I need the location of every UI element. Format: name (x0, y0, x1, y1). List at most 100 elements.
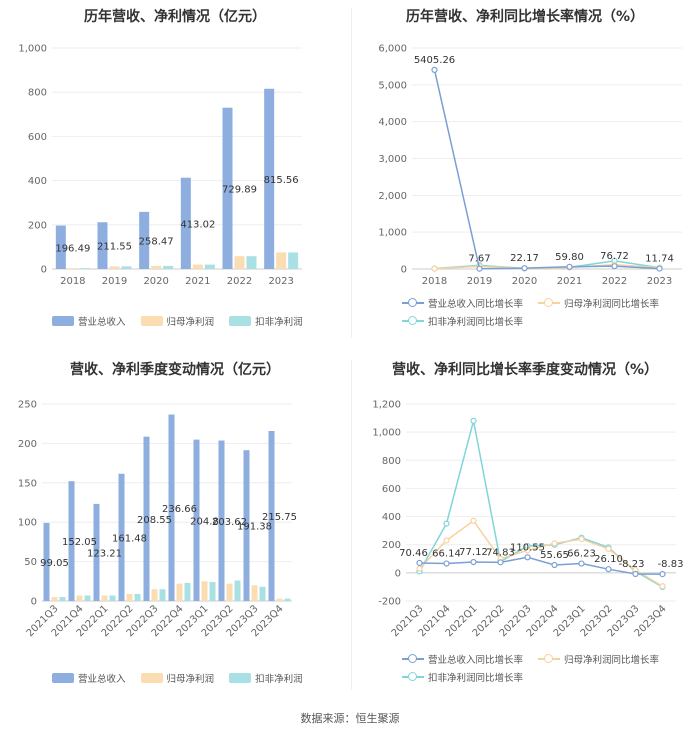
legend-label: 归母净利润 (166, 317, 215, 328)
y-tick-label: 200 (382, 540, 401, 551)
data-point (524, 554, 531, 561)
quarterly-revenue-bar-chart: 0501001502002502021Q32021Q42022Q12022Q22… (18, 400, 297, 640)
legend-swatch (538, 654, 561, 664)
data-point (551, 540, 558, 547)
y-tick-label: 6,000 (378, 44, 407, 55)
data-point (605, 545, 612, 553)
legend-item-net-growth[interactable]: 归母净利润同比增长率 (538, 296, 659, 310)
data-point (416, 565, 423, 572)
data-label: 76.72 (600, 251, 629, 262)
legend-item-revenue-growth[interactable]: 营业总收入同比增长率 (402, 652, 523, 666)
bar-revenue (68, 481, 75, 601)
x-tick-label: 2021 (185, 276, 210, 287)
y-tick-label: 800 (28, 88, 47, 99)
data-label: 729.89 (222, 184, 257, 195)
data-point (578, 560, 585, 567)
legend-swatch (402, 672, 424, 682)
data-point (632, 570, 639, 578)
chart-title: 历年营收、净利情况（亿元） (84, 9, 266, 25)
legend-label: 归母净利润同比增长率 (564, 299, 660, 310)
bar-deducted-profit (163, 265, 174, 269)
y-tick-label: 200 (28, 220, 47, 231)
data-point (443, 537, 450, 544)
bar-deducted-profit (134, 593, 141, 601)
bar-deducted-profit (79, 268, 90, 269)
data-label: 152.05 (62, 537, 97, 548)
bar-deducted-profit (288, 252, 299, 269)
y-tick-label: 1,000 (378, 228, 407, 239)
data-label: 413.02 (180, 219, 215, 230)
bar-deducted-profit (109, 595, 116, 601)
data-label: 196.49 (55, 243, 90, 254)
data-label: 204.8 (190, 516, 219, 527)
data-label: 258.47 (139, 236, 174, 247)
legend-swatch (402, 298, 424, 308)
legend-item-revenue[interactable]: 营业总收入 (52, 314, 126, 328)
y-tick-label: 600 (382, 484, 401, 495)
data-point (605, 566, 612, 573)
series-line-0 (419, 556, 663, 575)
legend-item-deducted-growth[interactable]: 扣非净利润同比增长率 (402, 314, 523, 328)
data-label: 203.62 (212, 517, 247, 528)
data-label: 55.65 (540, 550, 569, 561)
bar-revenue (193, 439, 200, 601)
bar-net-profit (276, 252, 287, 269)
data-label: 77.12 (459, 547, 488, 558)
data-point (524, 547, 531, 554)
bar-revenue (243, 450, 250, 601)
y-tick-label: 5,000 (378, 80, 407, 91)
bar-net-profit (101, 595, 108, 601)
data-point (443, 520, 450, 527)
bar-revenue (168, 414, 175, 601)
data-point (443, 560, 450, 567)
data-label: 7.67 (468, 254, 490, 265)
legend-label: 扣非净利润同比增长率 (428, 673, 524, 684)
data-point (551, 561, 558, 569)
data-point (659, 570, 666, 578)
quarterly-growth-line-chart: -20002004006008001,0001,2002021Q32021Q42… (372, 400, 684, 640)
legend-item-revenue-growth[interactable]: 营业总收入同比增长率 (402, 296, 523, 310)
y-tick-label: 400 (28, 176, 47, 187)
quarterly-revenue-chart-panel: 营收、净利季度变动情况（亿元） 0 50 100 150 200 250 2021Q3 202… (0, 353, 350, 698)
data-point (611, 263, 618, 270)
x-tick-label: 2020 (512, 276, 537, 287)
annual-revenue-chart-panel: 历年营收、净利情况（亿元） 0 200 400 600 800 1,000 2018 2019… (0, 0, 350, 345)
bar-revenue (97, 222, 108, 269)
y-tick-label: 400 (382, 512, 401, 523)
data-point (656, 265, 663, 272)
legend-item-net-profit[interactable]: 归母净利润 (140, 314, 215, 328)
data-label: 66.14 (432, 549, 461, 560)
y-tick-label: 2,000 (378, 191, 407, 202)
legend-item-net-growth[interactable]: 归母净利润同比增长率 (538, 652, 659, 666)
bar-net-profit (67, 268, 78, 269)
bar-deducted-profit (184, 582, 191, 601)
legend-item-net-profit[interactable]: 归母净利润 (140, 671, 215, 685)
legend-item-deducted-profit[interactable]: 扣非净利润 (229, 671, 303, 685)
legend-swatch (402, 316, 424, 326)
legend-item-deducted-profit[interactable]: 扣非净利润 (229, 314, 303, 328)
data-label: -8.83 (658, 559, 684, 570)
bar-deducted-profit (284, 598, 291, 601)
bar-revenue (180, 177, 191, 269)
y-tick-label: 0 (41, 265, 47, 276)
bar-revenue (118, 473, 125, 601)
bar-deducted-profit (246, 256, 257, 269)
bar-net-profit (234, 256, 245, 269)
y-tick-label: -200 (378, 597, 401, 608)
x-tick-label: 2020 (143, 276, 168, 287)
legend-swatch (52, 316, 74, 326)
y-tick-label: 0 (401, 265, 407, 276)
y-tick-label: 50 (24, 557, 37, 568)
bar-revenue (55, 225, 66, 269)
data-point (476, 265, 483, 272)
data-label: 26.10 (594, 554, 623, 565)
legend-label: 归母净利润 (166, 674, 215, 685)
legend-item-deducted-growth[interactable]: 扣非净利润同比增长率 (402, 670, 523, 684)
bar-net-profit (192, 264, 203, 269)
bar-net-profit (151, 265, 162, 269)
legend-item-revenue[interactable]: 营业总收入 (52, 671, 126, 685)
data-label: 99.05 (40, 558, 69, 569)
y-tick-label: 4,000 (378, 117, 407, 128)
data-label: 215.75 (262, 512, 297, 523)
bar-net-profit (201, 581, 208, 601)
